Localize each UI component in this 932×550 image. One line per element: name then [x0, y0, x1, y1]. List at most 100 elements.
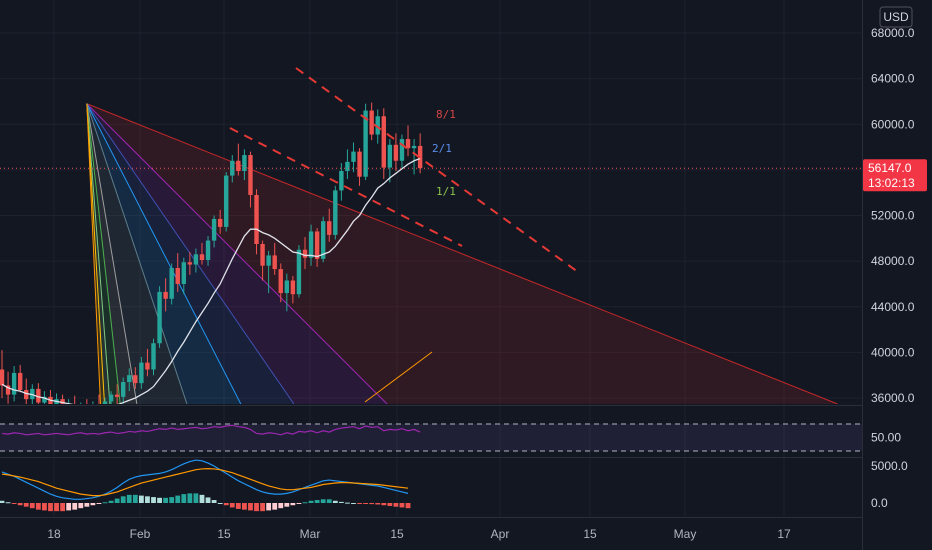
- candle-body[interactable]: [308, 231, 314, 258]
- macd-histogram-bar: [138, 495, 144, 503]
- candle-body[interactable]: [363, 110, 368, 177]
- candle-body[interactable]: [199, 254, 205, 260]
- candle-body[interactable]: [375, 116, 380, 135]
- candle-body[interactable]: [302, 249, 308, 258]
- macd-histogram-bar: [217, 503, 223, 504]
- gann-fan-line: [364, 351, 433, 403]
- candle-body[interactable]: [224, 175, 229, 227]
- candle-body[interactable]: [114, 394, 120, 397]
- candle-body[interactable]: [327, 221, 332, 235]
- rsi-pane: [0, 423, 862, 452]
- macd-histogram-bar: [199, 494, 205, 503]
- macd-histogram-bar: [338, 501, 344, 503]
- candle-body[interactable]: [17, 372, 23, 391]
- candle-body[interactable]: [36, 388, 41, 403]
- macd-histogram-bar: [235, 503, 241, 509]
- rsi-line: [1, 424, 421, 436]
- time-axis[interactable]: 18 Feb 15 Mar 15 Apr 15 May 17: [47, 527, 791, 541]
- rsi-tick-label: 50.00: [871, 431, 901, 445]
- trendline[interactable]: [295, 67, 579, 273]
- candle-body[interactable]: [139, 362, 144, 384]
- macd-histogram-bar: [181, 494, 187, 503]
- gann-fan-line: [86, 103, 106, 404]
- candle-body[interactable]: [0, 369, 5, 386]
- candle-body[interactable]: [121, 382, 126, 397]
- candle-body[interactable]: [175, 267, 180, 284]
- time-tick-label: 15: [217, 527, 231, 541]
- candle-body[interactable]: [320, 221, 326, 259]
- gann-fan-label: 1/1: [436, 185, 456, 198]
- macd-histogram-bar: [66, 503, 72, 511]
- trendline[interactable]: [229, 127, 463, 247]
- candle-body[interactable]: [284, 280, 290, 294]
- trendlines[interactable]: [229, 67, 579, 273]
- candle-body[interactable]: [272, 255, 277, 270]
- candle-body[interactable]: [5, 385, 11, 395]
- macd-histogram-bar: [381, 503, 387, 506]
- candle-body[interactable]: [405, 139, 411, 149]
- candle-body[interactable]: [181, 262, 186, 284]
- macd-histogram-bar: [314, 500, 320, 503]
- candle-body[interactable]: [151, 343, 156, 370]
- macd-pane: [0, 459, 411, 512]
- candle-body[interactable]: [254, 194, 259, 245]
- macd-histogram-bar: [375, 503, 381, 505]
- macd-histogram-bar: [308, 500, 314, 503]
- macd-histogram-bar: [363, 503, 368, 504]
- candle-body[interactable]: [193, 254, 199, 265]
- macd-histogram-bar: [393, 503, 399, 507]
- candle-body[interactable]: [290, 280, 296, 295]
- macd-histogram-bar: [272, 503, 278, 510]
- candle-body[interactable]: [11, 372, 17, 395]
- time-tick-label: 15: [583, 527, 597, 541]
- ma-line: [1, 157, 421, 404]
- candle-body[interactable]: [211, 218, 217, 241]
- currency-label: USD: [883, 10, 909, 24]
- candle-body[interactable]: [127, 375, 132, 383]
- time-tick-label: 15: [390, 527, 404, 541]
- candle-body[interactable]: [266, 255, 271, 266]
- candle-body[interactable]: [357, 151, 362, 177]
- candle-body[interactable]: [187, 262, 193, 265]
- gann-fan[interactable]: 8/1 2/1 1/1: [86, 103, 838, 404]
- currency-button[interactable]: USD: [879, 6, 913, 28]
- gann-fan-line: [86, 103, 121, 404]
- candle-body[interactable]: [242, 155, 247, 172]
- candle-body[interactable]: [205, 240, 211, 260]
- candle-body[interactable]: [236, 160, 241, 172]
- candle-body[interactable]: [411, 145, 417, 149]
- candle-body[interactable]: [169, 267, 174, 299]
- time-tick-label: 17: [777, 527, 791, 541]
- candle-body[interactable]: [381, 116, 386, 168]
- candle-body[interactable]: [399, 139, 405, 161]
- candle-body[interactable]: [296, 249, 302, 295]
- candle-body[interactable]: [387, 144, 393, 168]
- candle-body[interactable]: [345, 161, 350, 172]
- macd-histogram-bar: [205, 497, 211, 503]
- macd-histogram-bar: [84, 503, 90, 507]
- candle-body[interactable]: [260, 244, 265, 266]
- candle-body[interactable]: [133, 375, 138, 384]
- candle-body[interactable]: [248, 155, 253, 195]
- candle-body[interactable]: [42, 396, 47, 403]
- candle-body[interactable]: [60, 399, 65, 412]
- candle-body[interactable]: [102, 401, 108, 408]
- macd-histogram-bar: [102, 502, 108, 504]
- candle-body[interactable]: [351, 151, 356, 162]
- candle-body[interactable]: [314, 231, 320, 259]
- candle-body[interactable]: [145, 362, 150, 370]
- candle-body[interactable]: [333, 190, 338, 235]
- gann-fan-label: 8/1: [436, 108, 456, 121]
- candle-body[interactable]: [163, 291, 168, 299]
- candlestick-series[interactable]: [0, 102, 423, 427]
- candle-body[interactable]: [24, 390, 29, 400]
- candle-body[interactable]: [217, 218, 223, 227]
- candle-body[interactable]: [369, 110, 374, 135]
- candle-body[interactable]: [278, 269, 283, 294]
- candle-body[interactable]: [339, 171, 344, 191]
- candle-body[interactable]: [393, 144, 399, 161]
- candle-body[interactable]: [157, 291, 162, 344]
- price-tick-label: 44000.0: [871, 300, 915, 314]
- candle-body[interactable]: [108, 394, 114, 402]
